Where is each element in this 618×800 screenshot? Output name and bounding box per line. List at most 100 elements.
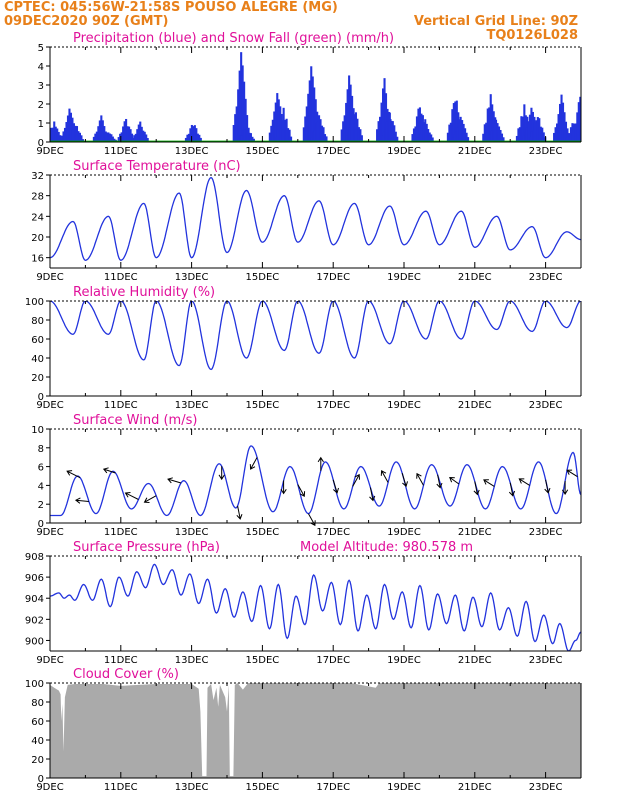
wind-vector	[249, 457, 258, 470]
precip-bar	[357, 127, 360, 142]
precip-bar	[137, 124, 140, 142]
y-tick-label: 2	[38, 500, 44, 511]
x-tick-label: 13DEC	[175, 400, 209, 411]
x-tick-label: 13DEC	[175, 655, 209, 666]
precip-bar	[360, 135, 363, 142]
precip-bar	[465, 132, 468, 142]
precip-bar	[497, 126, 501, 142]
cloud-marks	[50, 683, 581, 778]
precip-bar	[414, 126, 417, 142]
precip-bar	[388, 112, 391, 142]
precip-bar	[142, 130, 145, 142]
wind-vector	[352, 473, 360, 487]
precip-bar	[314, 99, 317, 142]
precip-bar	[126, 126, 129, 142]
y-tick-label: 28	[31, 192, 44, 203]
precip-bar	[340, 129, 343, 142]
y-tick-label: 10	[31, 425, 44, 436]
precip-bar	[393, 125, 396, 142]
precip-bar	[282, 107, 285, 142]
precip-bar	[77, 131, 80, 142]
wind-vector	[369, 487, 376, 502]
precip-bar	[487, 137, 490, 142]
precip-bar	[464, 128, 467, 142]
precip-bar	[530, 107, 533, 142]
precip-bar	[243, 81, 246, 142]
wind-vector	[236, 505, 243, 520]
station-info: CPTEC: 045:56W-21:58S POUSO ALEGRE (MG)	[4, 0, 338, 15]
precip-bar	[103, 126, 106, 142]
precip-bar	[184, 137, 187, 142]
wind-panel: Surface Wind (m/s) 0 2 4 6 8 10 9DEC 11DEC 13DEC 1…	[31, 413, 582, 538]
precip-bar	[273, 111, 276, 142]
y-tick-label: 3	[38, 81, 44, 92]
x-tick-label: 23DEC	[529, 782, 563, 793]
precip-bar	[345, 135, 349, 142]
precip-bar	[496, 123, 499, 142]
precip-bar	[62, 131, 65, 142]
temp-line	[50, 176, 581, 262]
precip-bar	[279, 118, 282, 142]
x-tick-label: 11DEC	[104, 400, 138, 411]
precip-bar	[577, 102, 580, 142]
precip-bar	[131, 133, 134, 142]
x-tick-label: 15DEC	[246, 782, 280, 793]
precip-bar	[302, 127, 305, 142]
precip-bar	[524, 115, 527, 142]
x-tick-label: 11DEC	[104, 655, 138, 666]
x-tick-label: 15DEC	[246, 400, 280, 411]
y-tick-label: 16	[31, 254, 44, 265]
precip-bar	[97, 126, 100, 142]
precip-bar	[56, 128, 59, 142]
temp-panel: Surface Temperature (nC) 16 20 24 28 32 9DEC 11…	[31, 159, 582, 283]
precip-bar	[459, 116, 462, 142]
precip-bar	[489, 134, 492, 142]
precip-bar	[585, 125, 587, 142]
precip-bar	[390, 120, 393, 142]
precip-bar	[418, 134, 421, 142]
precip-bar	[518, 127, 521, 142]
precip-bar	[74, 125, 77, 142]
precip-bar	[235, 106, 238, 142]
precip-bar	[453, 134, 456, 142]
temp-marks	[50, 176, 581, 262]
precip-bar	[566, 134, 570, 142]
precip-bar	[343, 115, 346, 142]
precip-bar	[134, 133, 137, 142]
precip-bar	[525, 127, 529, 142]
precip-bar	[424, 119, 427, 142]
precip-panel: Precipitation (blue) and Snow Fall (gree…	[36, 31, 587, 157]
precip-bar	[193, 125, 196, 142]
precip-bar	[245, 126, 248, 142]
precip-bar	[419, 133, 422, 142]
precip-bar	[574, 123, 577, 142]
wind-vector	[416, 472, 424, 486]
y-tick-label: 902	[25, 615, 44, 626]
precip-bar	[47, 134, 49, 142]
precip-bar	[190, 124, 193, 142]
x-tick-label: 13DEC	[175, 527, 209, 538]
precip-bar	[274, 102, 277, 142]
x-tick-label: 17DEC	[316, 146, 350, 157]
precip-bar	[71, 129, 74, 142]
x-tick-label: 17DEC	[316, 400, 350, 411]
precip-bar	[422, 123, 425, 142]
wind-vector	[473, 481, 480, 496]
precip-bar	[128, 126, 131, 142]
precip-bar	[287, 128, 290, 142]
precip-bar	[446, 132, 449, 142]
precip-bar	[351, 112, 355, 142]
precip-bar	[131, 137, 134, 142]
precip-bar	[46, 139, 48, 142]
rh-title: Relative Humidity (%)	[73, 285, 215, 300]
precip-bar	[452, 103, 455, 142]
wind-vector	[544, 479, 551, 494]
y-tick-label: 908	[25, 552, 44, 563]
precip-bar	[290, 136, 293, 142]
y-tick-label: 906	[25, 573, 44, 584]
model-altitude-note: Model Altitude: 980.578 m	[300, 540, 473, 555]
x-tick-label: 21DEC	[458, 146, 492, 157]
x-tick-label: 17DEC	[316, 655, 350, 666]
x-tick-label: 19DEC	[387, 655, 421, 666]
